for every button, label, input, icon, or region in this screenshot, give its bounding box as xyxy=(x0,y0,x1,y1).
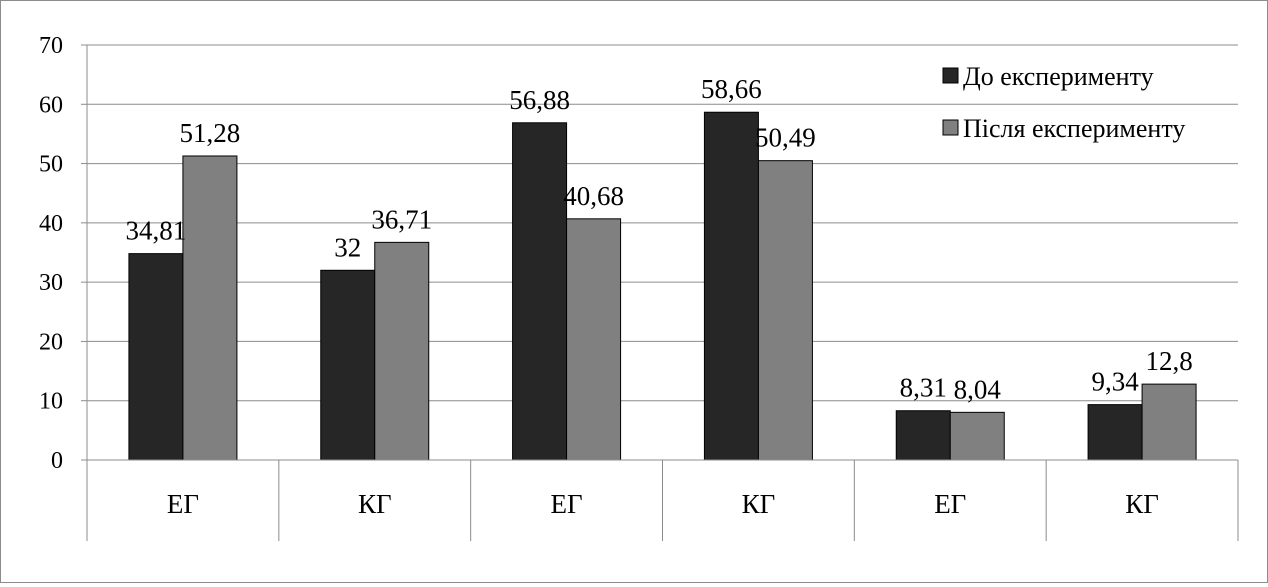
bar xyxy=(128,253,184,461)
data-label: 56,88 xyxy=(509,85,570,115)
y-tick-label: 20 xyxy=(39,329,63,355)
bar xyxy=(703,111,759,461)
bar xyxy=(320,269,376,461)
data-label: 50,49 xyxy=(755,123,816,153)
legend-swatch xyxy=(942,67,959,84)
x-tick-label: КГ xyxy=(1125,489,1159,519)
gridlines xyxy=(87,44,1238,402)
y-tick-label: 60 xyxy=(39,92,63,118)
bar xyxy=(757,160,813,461)
legend-label: Після експерименту xyxy=(963,114,1185,143)
x-tick-label: ЕГ xyxy=(551,489,583,519)
y-tick-label: 10 xyxy=(39,389,63,415)
bar xyxy=(895,410,951,461)
data-label: 58,66 xyxy=(701,74,762,104)
data-labels: 34,81 32 56,88 58,66 8,31 9,34 51,28 36,71 40,68… xyxy=(126,74,1193,404)
y-tick-label: 30 xyxy=(39,270,63,296)
bar xyxy=(182,155,238,461)
x-tick-label: КГ xyxy=(358,489,392,519)
legend-label: До експерименту xyxy=(963,62,1154,91)
bar xyxy=(949,411,1005,461)
bars xyxy=(128,111,1197,461)
bar xyxy=(1087,404,1143,461)
data-label: 9,34 xyxy=(1091,367,1139,397)
data-label: 36,71 xyxy=(371,204,432,234)
y-tick-label: 70 xyxy=(39,33,63,59)
bar xyxy=(374,241,430,461)
data-label: 32 xyxy=(334,232,361,262)
data-label: 8,31 xyxy=(900,373,947,403)
legend-swatch xyxy=(942,119,959,136)
bar xyxy=(566,218,622,461)
y-tick-label: 0 xyxy=(51,448,63,474)
axes: 0 10 20 30 40 50 60 70 ЕГ КГ ЕГ КГ ЕГ КГ xyxy=(39,33,1239,541)
bar xyxy=(1141,383,1197,461)
x-tick-label: ЕГ xyxy=(934,489,966,519)
bar xyxy=(512,122,568,461)
x-tick-label: ЕГ xyxy=(167,489,199,519)
y-tick-label: 40 xyxy=(39,211,63,237)
data-label: 40,68 xyxy=(563,181,624,211)
data-label: 8,04 xyxy=(954,374,1002,404)
data-label: 34,81 xyxy=(126,216,187,246)
x-tick-label: КГ xyxy=(742,489,776,519)
data-label: 12,8 xyxy=(1145,346,1192,376)
legend: До експерименту Після експерименту xyxy=(942,62,1185,143)
y-tick-label: 50 xyxy=(39,152,63,178)
data-label: 51,28 xyxy=(180,118,241,148)
